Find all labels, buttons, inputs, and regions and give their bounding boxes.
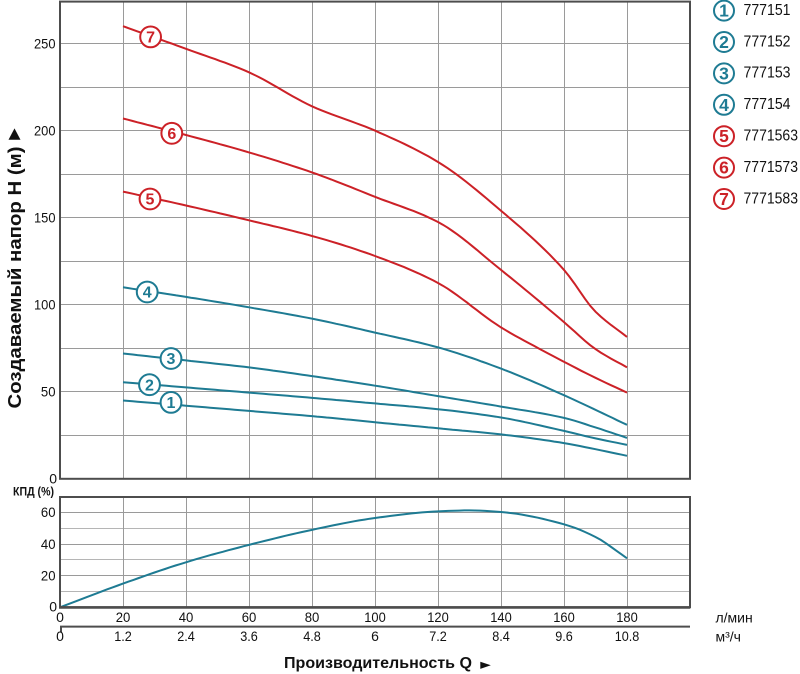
svg-text:4.8: 4.8: [303, 628, 321, 644]
svg-text:1: 1: [167, 395, 176, 412]
svg-text:250: 250: [34, 35, 56, 51]
svg-text:5: 5: [719, 126, 729, 146]
svg-text:777154: 777154: [744, 96, 791, 113]
svg-text:8.4: 8.4: [492, 628, 510, 644]
svg-text:2: 2: [719, 32, 729, 52]
svg-text:4: 4: [143, 285, 152, 302]
svg-text:6: 6: [167, 126, 176, 143]
svg-text:7.2: 7.2: [429, 628, 447, 644]
svg-text:6: 6: [371, 628, 379, 644]
svg-text:60: 60: [41, 504, 56, 520]
svg-text:160: 160: [553, 609, 575, 625]
svg-text:Создаваемый напор H (м): Создаваемый напор H (м): [5, 147, 25, 409]
svg-text:9.6: 9.6: [555, 628, 573, 644]
svg-text:Производительность Q: Производительность Q: [284, 655, 472, 672]
svg-text:7771563: 7771563: [744, 128, 799, 145]
svg-text:100: 100: [364, 609, 386, 625]
svg-text:3.6: 3.6: [240, 628, 258, 644]
svg-text:20: 20: [116, 609, 131, 625]
svg-text:0: 0: [56, 628, 64, 644]
svg-text:2.4: 2.4: [177, 628, 195, 644]
svg-text:7: 7: [719, 189, 729, 209]
svg-text:6: 6: [719, 158, 729, 178]
svg-text:10.8: 10.8: [615, 628, 640, 644]
svg-text:200: 200: [34, 122, 56, 138]
svg-text:180: 180: [616, 609, 638, 625]
svg-text:л/мин: л/мин: [716, 610, 753, 626]
svg-text:50: 50: [41, 384, 56, 400]
svg-text:3: 3: [167, 351, 176, 368]
svg-text:20: 20: [41, 567, 56, 583]
svg-text:1.2: 1.2: [114, 628, 132, 644]
svg-text:4: 4: [719, 95, 729, 115]
svg-text:7771573: 7771573: [744, 159, 799, 176]
svg-text:1: 1: [719, 1, 729, 21]
svg-text:80: 80: [305, 609, 320, 625]
svg-text:120: 120: [427, 609, 449, 625]
svg-text:140: 140: [490, 609, 512, 625]
svg-text:3: 3: [719, 63, 729, 83]
svg-text:0: 0: [56, 609, 64, 625]
svg-text:7771583: 7771583: [744, 190, 799, 207]
svg-text:0: 0: [49, 470, 57, 486]
svg-text:0: 0: [49, 599, 57, 615]
svg-text:2: 2: [145, 377, 154, 394]
svg-text:60: 60: [242, 609, 257, 625]
svg-text:5: 5: [146, 192, 155, 209]
svg-text:100: 100: [34, 297, 56, 313]
svg-text:777151: 777151: [744, 2, 791, 19]
svg-text:150: 150: [34, 210, 56, 226]
svg-text:м³/ч: м³/ч: [716, 629, 741, 645]
svg-text:КПД (%): КПД (%): [13, 485, 54, 499]
svg-text:40: 40: [179, 609, 194, 625]
svg-text:777153: 777153: [744, 65, 791, 82]
svg-text:7: 7: [146, 30, 155, 47]
svg-text:40: 40: [41, 536, 56, 552]
svg-text:777152: 777152: [744, 33, 791, 50]
